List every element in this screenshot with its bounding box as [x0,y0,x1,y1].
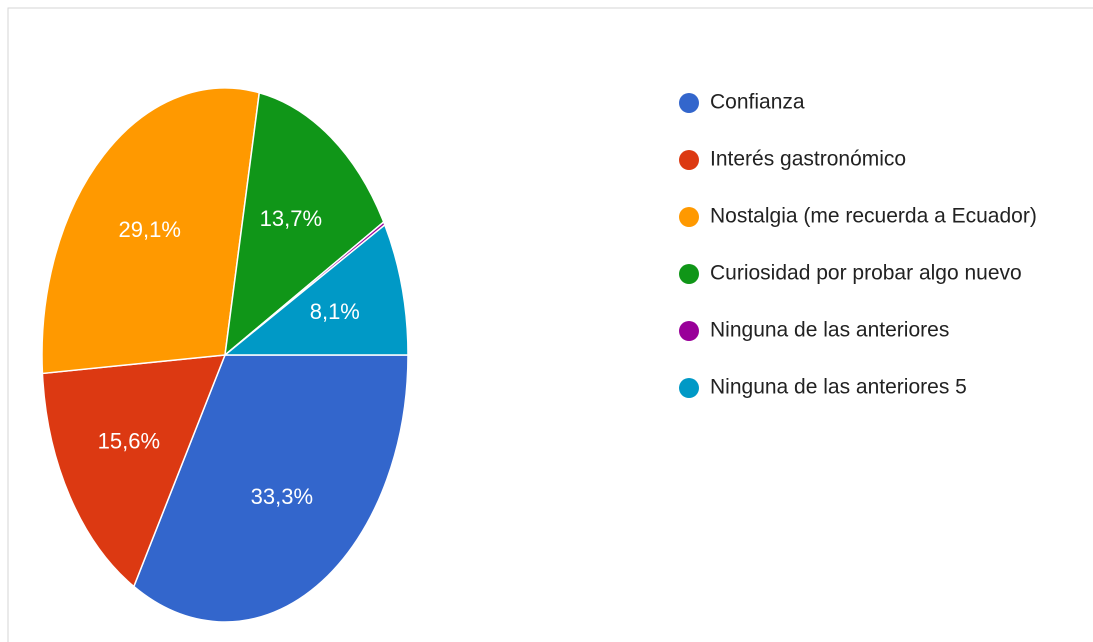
legend-swatch [679,207,699,227]
pie-slice [224,91,385,357]
legend-label: Interés gastronómico [710,148,906,171]
slice-label: 13,7% [260,206,322,231]
legend-swatch [679,321,699,341]
legend-swatch [679,378,699,398]
pie-slice [41,354,227,588]
slice-label: 29,1% [119,217,181,242]
slice-label: 15,6% [98,429,160,454]
legend-swatch [679,93,699,113]
slice-label: 8,1% [310,299,360,324]
frame [7,7,1093,642]
slice-label: 33,3% [251,484,313,509]
pie-slice [41,87,261,375]
legend-swatch [679,264,699,284]
legend-label: Ninguna de las anteriores 5 [710,376,967,399]
legend-label: Nostalgia (me recuerda a Ecuador) [710,205,1037,228]
legend-swatch [679,150,699,170]
pie-slice [132,354,409,623]
legend-label: Confianza [710,91,805,114]
legend-label: Curiosidad por probar algo nuevo [710,262,1022,285]
pie-slice [222,223,409,356]
legend-label: Ninguna de las anteriores [710,319,949,342]
